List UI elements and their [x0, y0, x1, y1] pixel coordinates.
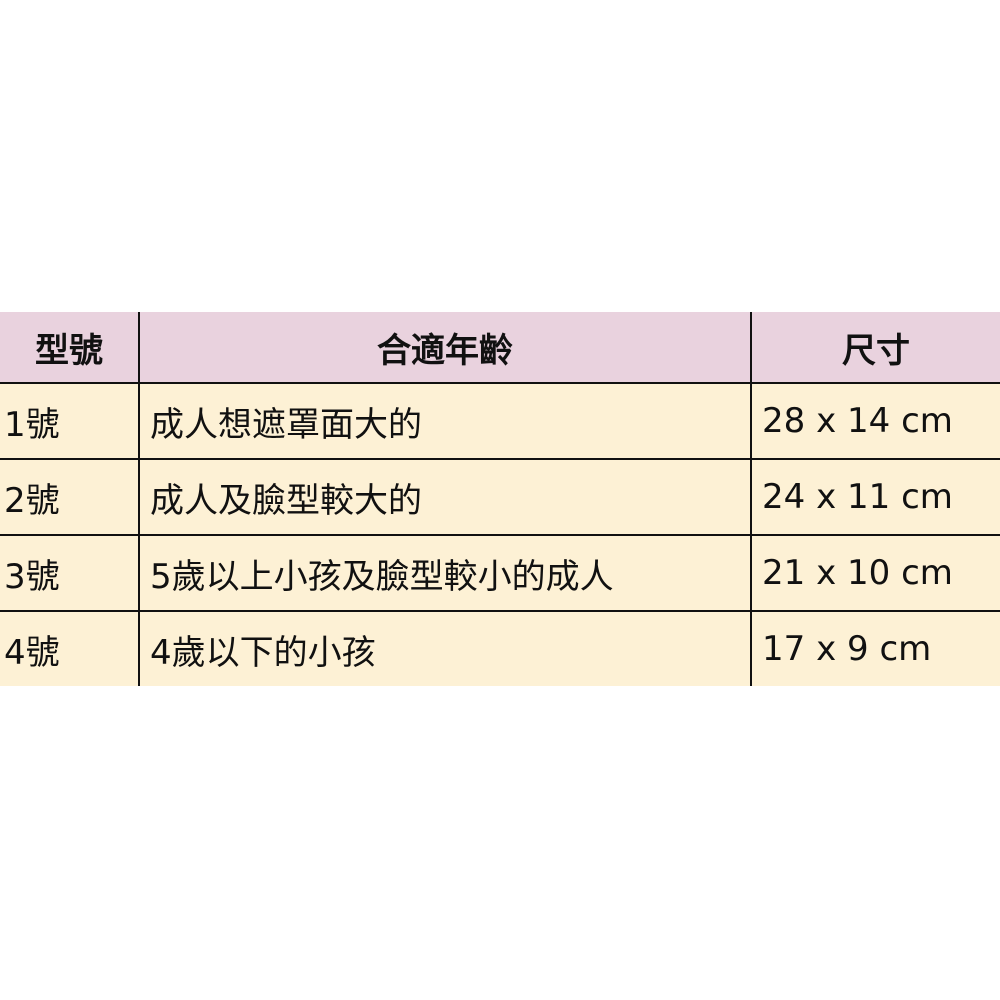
- cell-age: 4歲以下的小孩: [138, 610, 752, 686]
- table-row: 2號 成人及臉型較大的 24 x 11 cm: [0, 458, 1000, 536]
- cell-age: 5歲以上小孩及臉型較小的成人: [138, 534, 752, 612]
- cell-model: 2號: [0, 458, 140, 536]
- cell-size: 28 x 14 cm: [750, 382, 1000, 460]
- cell-age: 成人想遮罩面大的: [138, 382, 752, 460]
- cell-size: 17 x 9 cm: [750, 610, 1000, 686]
- cell-size: 24 x 11 cm: [750, 458, 1000, 536]
- size-table: 型號 合適年齡 尺寸 1號 成人想遮罩面大的 28 x 14 cm 2號 成人及…: [0, 312, 1000, 686]
- cell-model: 1號: [0, 382, 140, 460]
- table-row: 1號 成人想遮罩面大的 28 x 14 cm: [0, 382, 1000, 460]
- cell-size: 21 x 10 cm: [750, 534, 1000, 612]
- header-size: 尺寸: [750, 312, 1000, 384]
- header-row: 型號 合適年齡 尺寸: [0, 312, 1000, 384]
- header-model: 型號: [0, 312, 140, 384]
- cell-model: 3號: [0, 534, 140, 612]
- table-row: 3號 5歲以上小孩及臉型較小的成人 21 x 10 cm: [0, 534, 1000, 612]
- cell-age: 成人及臉型較大的: [138, 458, 752, 536]
- cell-model: 4號: [0, 610, 140, 686]
- table-row: 4號 4歲以下的小孩 17 x 9 cm: [0, 610, 1000, 686]
- header-age: 合適年齡: [138, 312, 752, 384]
